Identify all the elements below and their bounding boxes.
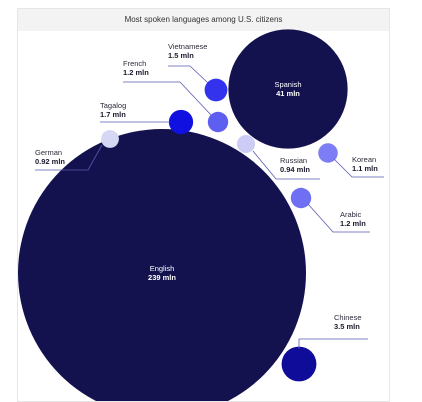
bubble-chinese bbox=[281, 346, 317, 382]
bubble-value-german: 0.92 mln bbox=[35, 157, 65, 166]
leader-line-french bbox=[123, 81, 212, 116]
bubble-spanish bbox=[228, 29, 348, 149]
bubble-english bbox=[18, 129, 306, 401]
bubble-value-tagalog: 1.7 mln bbox=[100, 110, 126, 119]
leader-line-german bbox=[35, 144, 103, 171]
bubble-korean bbox=[318, 143, 338, 163]
bubble-label-english: English bbox=[150, 264, 175, 273]
leader-line-arabic bbox=[307, 203, 370, 233]
chart-title: Most spoken languages among U.S. citizen… bbox=[124, 15, 283, 24]
bubble-russian bbox=[236, 134, 256, 154]
bubble-value-russian: 0.94 mln bbox=[280, 165, 310, 174]
bubble-value-arabic: 1.2 mln bbox=[340, 219, 366, 228]
bubble-label-korean: Korean bbox=[352, 155, 376, 164]
bubble-value-spanish: 41 mln bbox=[276, 89, 300, 98]
leader-line-chinese bbox=[298, 338, 368, 349]
leader-line-vietnamese bbox=[168, 65, 209, 84]
leader-line-korean bbox=[333, 158, 384, 178]
bubble-arabic bbox=[290, 187, 312, 209]
bubble-vietnamese bbox=[204, 78, 228, 102]
bubble-german bbox=[101, 130, 119, 148]
bubble-label-arabic: Arabic bbox=[340, 210, 362, 219]
bubble-value-vietnamese: 1.5 mln bbox=[168, 51, 194, 60]
bubble-value-chinese: 3.5 mln bbox=[334, 322, 360, 331]
bubble-label-french: French bbox=[123, 59, 146, 68]
bubble-label-chinese: Chinese bbox=[334, 313, 362, 322]
bubble-label-spanish: Spanish bbox=[274, 80, 301, 89]
bubble-label-russian: Russian bbox=[280, 156, 307, 165]
bubble-value-english: 239 mln bbox=[148, 273, 176, 282]
bubble-label-german: German bbox=[35, 148, 62, 157]
bubble-label-vietnamese: Vietnamese bbox=[168, 42, 207, 51]
chart-card: Most spoken languages among U.S. citizen… bbox=[17, 8, 390, 402]
bubble-french bbox=[207, 111, 229, 133]
bubble-value-korean: 1.1 mln bbox=[352, 164, 378, 173]
bubble-value-french: 1.2 mln bbox=[123, 68, 149, 77]
bubble-tagalog bbox=[168, 109, 194, 135]
title-bar bbox=[18, 9, 389, 31]
bubble-label-tagalog: Tagalog bbox=[100, 101, 126, 110]
leader-line-russian bbox=[252, 150, 320, 180]
